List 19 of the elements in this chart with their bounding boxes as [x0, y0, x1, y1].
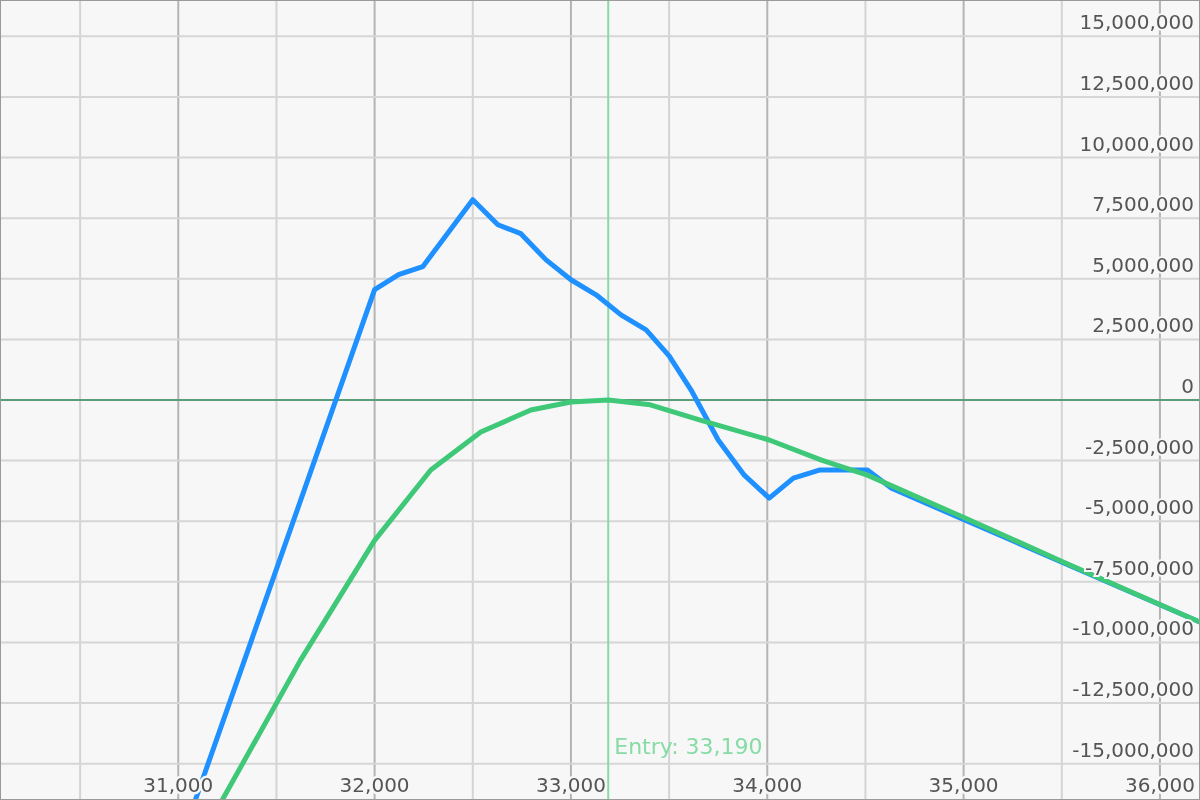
y-tick-label: 0 [1181, 374, 1194, 398]
y-tick-label: -7,500,000 [1084, 555, 1194, 580]
x-tick-label: 35,000 [928, 773, 999, 797]
y-tick-label: -2,500,000 [1084, 434, 1194, 459]
y-tick-label: -12,500,000 [1072, 677, 1194, 702]
y-tick-label: 12,500,000 [1079, 70, 1194, 95]
x-tick-label: 36,000 [1124, 773, 1195, 797]
y-tick-label: -10,000,000 [1072, 616, 1194, 641]
y-tick-label: 10,000,000 [1079, 131, 1194, 156]
y-tick-label: 15,000,000 [1079, 10, 1194, 35]
x-tick-label: 34,000 [732, 773, 803, 797]
y-tick-label: -15,000,000 [1072, 737, 1194, 762]
y-tick-label: 2,500,000 [1092, 313, 1194, 338]
y-tick-label: 5,000,000 [1092, 252, 1194, 277]
x-tick-label: 32,000 [339, 773, 410, 797]
ref-line-label: Entry: 33,190 [614, 734, 763, 759]
x-tick-label: 33,000 [535, 773, 606, 797]
y-tick-label: -5,000,000 [1084, 495, 1194, 520]
y-tick-label: 7,500,000 [1092, 192, 1194, 217]
